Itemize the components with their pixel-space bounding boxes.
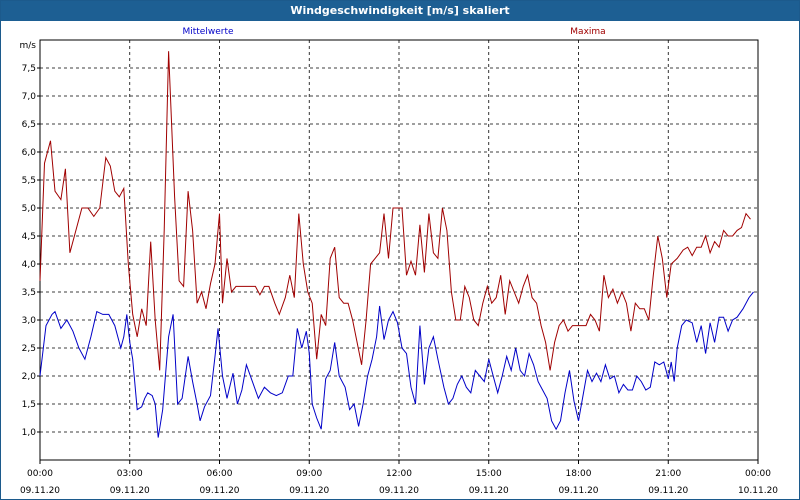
x-tick-label-date: 09.11.20 [648,486,688,496]
chart-title: Windgeschwindigkeit [m/s] skaliert [1,1,799,21]
x-tick-label-date: 09.11.20 [379,486,419,496]
series-line-maxima [39,51,751,371]
y-tick-label: 4,5 [22,232,36,242]
x-tick-label-time: 03:00 [117,469,143,479]
y-tick-label: 1,0 [22,428,37,438]
x-tick-label-date: 09.11.20 [199,486,239,496]
x-tick-label-time: 00:00 [27,469,53,479]
x-tick-label-date: 09.11.20 [469,486,509,496]
y-tick-label: 3,5 [22,288,36,298]
legend-maxima: Maxima [570,27,605,37]
y-tick-label: 7,5 [22,64,36,74]
legend-mittelwerte: Mittelwerte [182,27,233,37]
y-tick-label: 7,0 [22,92,37,102]
x-tick-label-time: 06:00 [207,469,233,479]
x-tick-label-time: 00:00 [745,469,771,479]
y-tick-label: 3,0 [22,316,37,326]
y-tick-label: 6,0 [22,148,37,158]
x-tick-label-time: 18:00 [566,469,592,479]
x-tick-label-date: 09.11.20 [110,486,150,496]
x-tick-label-time: 21:00 [655,469,681,479]
x-tick-label-date: 10.11.20 [738,486,778,496]
y-axis-label: m/s [20,41,37,51]
x-tick-label-date: 09.11.20 [558,486,598,496]
x-tick-label-time: 15:00 [476,469,502,479]
y-tick-label: 2,5 [22,344,36,354]
x-tick-label-time: 09:00 [296,469,322,479]
x-tick-label-date: 09.11.20 [289,486,329,496]
y-tick-label: 5,0 [22,204,37,214]
series-line-mittelwerte [39,291,754,438]
y-tick-label: 2,0 [22,372,37,382]
y-tick-label: 1,5 [22,400,36,410]
y-tick-label: 5,5 [22,176,36,186]
x-tick-label-date: 09.11.20 [20,486,60,496]
y-tick-label: 4,0 [22,260,37,270]
x-tick-label-time: 12:00 [386,469,412,479]
y-tick-label: 6,5 [22,120,36,130]
